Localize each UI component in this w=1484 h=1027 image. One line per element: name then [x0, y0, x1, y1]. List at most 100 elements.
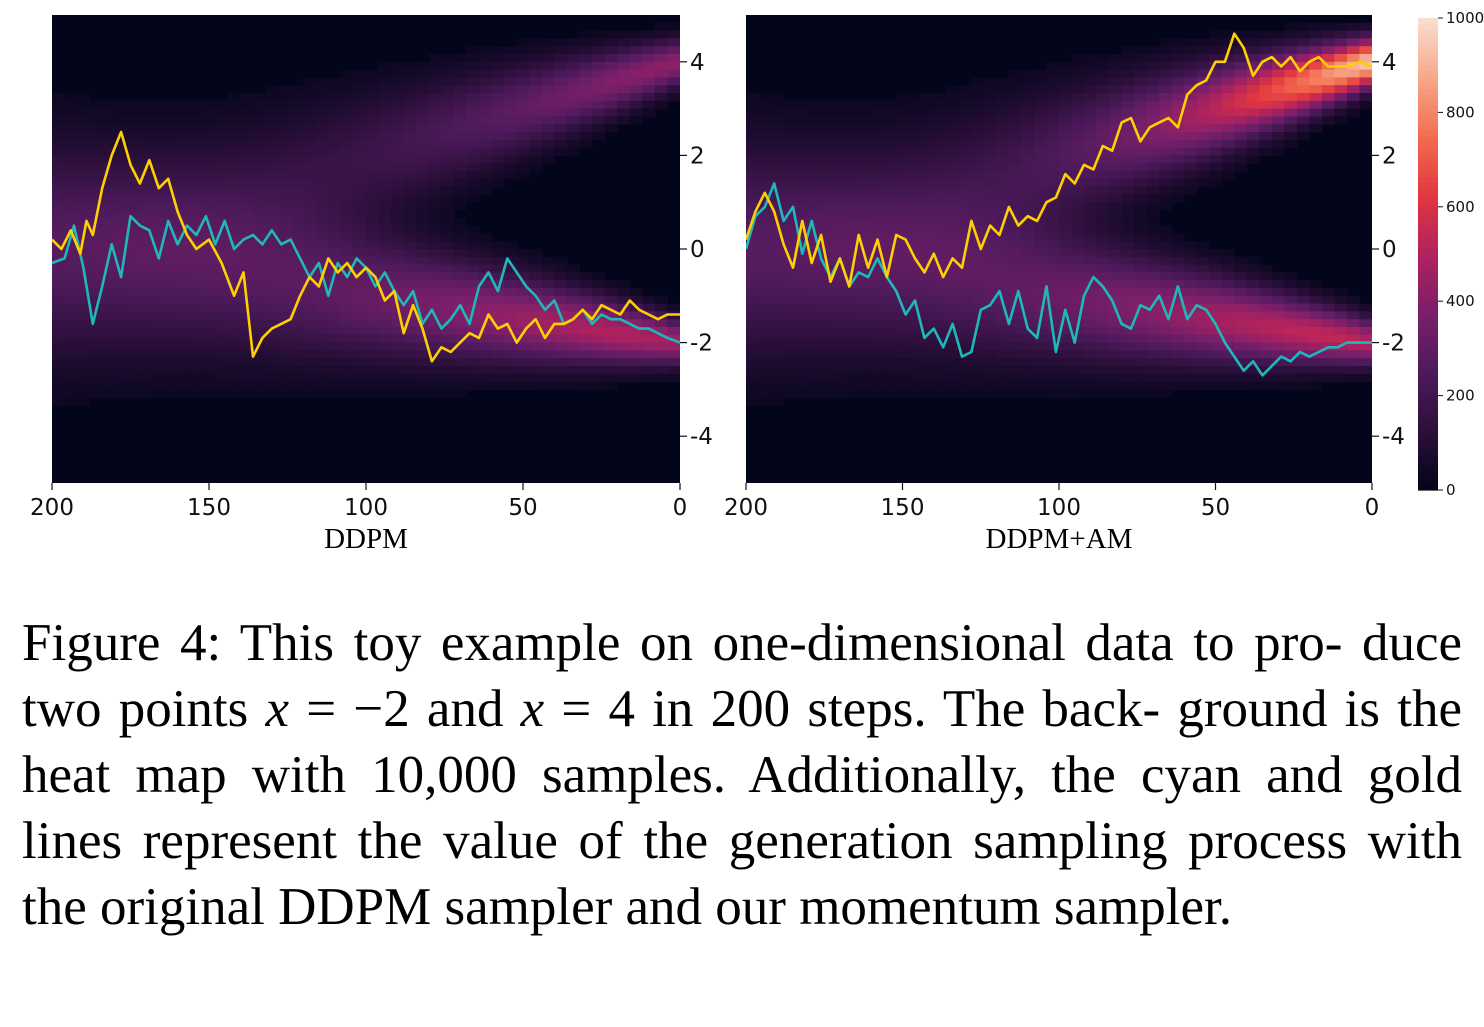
heatmap-cell [127, 233, 141, 242]
heatmap-cell [77, 342, 91, 351]
heatmap-cell [479, 264, 493, 273]
heatmap-cell [315, 108, 329, 117]
heatmap-cell [215, 319, 229, 328]
heatmap-cell [1071, 124, 1085, 133]
heatmap-cell [378, 194, 392, 203]
heatmap-cell [378, 303, 392, 312]
heatmap-cell [783, 334, 797, 344]
heatmap-cell [921, 155, 935, 164]
heatmap-cell [1321, 334, 1336, 344]
heatmap-cell [416, 61, 430, 71]
colorbar-segment [1418, 35, 1438, 43]
heatmap-cell [127, 264, 141, 273]
heatmap-cell [315, 288, 329, 297]
heatmap-cell [1121, 155, 1135, 164]
heatmap-cell [102, 139, 116, 149]
heatmap-cell [366, 85, 380, 94]
heatmap-cell [833, 358, 847, 367]
heatmap-cell [303, 194, 317, 203]
heatmap-cell [315, 303, 329, 312]
heatmap-cell [152, 342, 166, 351]
heatmap-cell [983, 334, 997, 344]
colorbar-segment [1418, 383, 1438, 391]
heatmap-cell [604, 342, 618, 351]
heatmap-cell [1096, 124, 1110, 133]
colorbar-segment [1418, 484, 1438, 491]
heatmap-cell [1309, 30, 1323, 39]
heatmap-cell [353, 241, 367, 250]
heatmap-cell [290, 139, 304, 149]
heatmap-cell [1059, 210, 1073, 219]
heatmap-cell [654, 366, 669, 375]
heatmap-cell [971, 373, 985, 383]
heatmap-cell [102, 241, 116, 250]
heatmap-cell [504, 303, 518, 312]
heatmap-cell [896, 171, 910, 180]
heatmap-cell [215, 295, 229, 305]
heatmap-cell [1084, 327, 1098, 336]
heatmap-cell [946, 124, 960, 133]
heatmap-cell [1321, 303, 1336, 312]
heatmap-cell [1033, 233, 1048, 242]
heatmap-cell [504, 116, 518, 125]
heatmap-cell [64, 334, 78, 344]
heatmap-cell [403, 241, 417, 250]
heatmap-cell [102, 194, 116, 203]
heatmap-cell [1221, 132, 1235, 141]
heatmap-cell [177, 334, 191, 344]
heatmap-cell [1171, 116, 1185, 125]
heatmap-cell [554, 38, 568, 47]
heatmap-cell [1159, 100, 1173, 110]
heatmap-cell [504, 249, 518, 258]
heatmap-cell [1196, 366, 1210, 375]
heatmap-cell [89, 381, 103, 390]
heatmap-cell [215, 147, 229, 156]
heatmap-cell [1271, 272, 1285, 281]
heatmap-cell [1021, 342, 1035, 351]
heatmap-cell [77, 108, 91, 117]
heatmap-cell [416, 217, 430, 227]
heatmap-cell [190, 124, 204, 133]
heatmap-cell [1296, 22, 1310, 32]
heatmap-cell [403, 108, 417, 117]
heatmap-cell [378, 155, 392, 164]
heatmap-cell [1084, 124, 1098, 133]
heatmap-cell [89, 186, 103, 195]
heatmap-cell [1021, 93, 1035, 102]
heatmap-cell [746, 350, 760, 359]
heatmap-cell [1221, 381, 1235, 390]
heatmap-cell [227, 303, 241, 312]
heatmap-cell [391, 186, 405, 195]
heatmap-cell [1021, 358, 1035, 367]
heatmap-cell [479, 163, 493, 172]
heatmap-cell [958, 381, 972, 390]
heatmap-cell [1346, 46, 1361, 55]
heatmap-cell [240, 272, 254, 281]
heatmap-cell [1196, 327, 1210, 336]
heatmap-cell [416, 85, 430, 94]
heatmap-cell [504, 334, 518, 344]
heatmap-cell [858, 366, 872, 375]
heatmap-cell [958, 155, 972, 164]
heatmap-cell [265, 342, 279, 351]
heatmap-cell [1096, 319, 1110, 328]
heatmap-cell [783, 124, 797, 133]
heatmap-cell [1171, 186, 1185, 195]
heatmap-cell [1084, 256, 1098, 266]
heatmap-cell [871, 334, 885, 344]
heatmap-cell [1234, 342, 1248, 351]
heatmap-cell [240, 194, 254, 203]
heatmap-cell [428, 85, 442, 94]
heatmap-cell [983, 288, 997, 297]
heatmap-cell [871, 319, 885, 328]
heatmap-cell [983, 108, 997, 117]
heatmap-cell [758, 139, 772, 149]
heatmap-cell [391, 155, 405, 164]
heatmap-cell [642, 358, 656, 367]
heatmap-cell [958, 108, 972, 117]
heatmap-cell [165, 280, 179, 289]
heatmap-cell [1309, 319, 1323, 328]
heatmap-cell [1008, 334, 1023, 344]
heatmap-cell [821, 178, 835, 188]
heatmap-cell [579, 46, 593, 55]
